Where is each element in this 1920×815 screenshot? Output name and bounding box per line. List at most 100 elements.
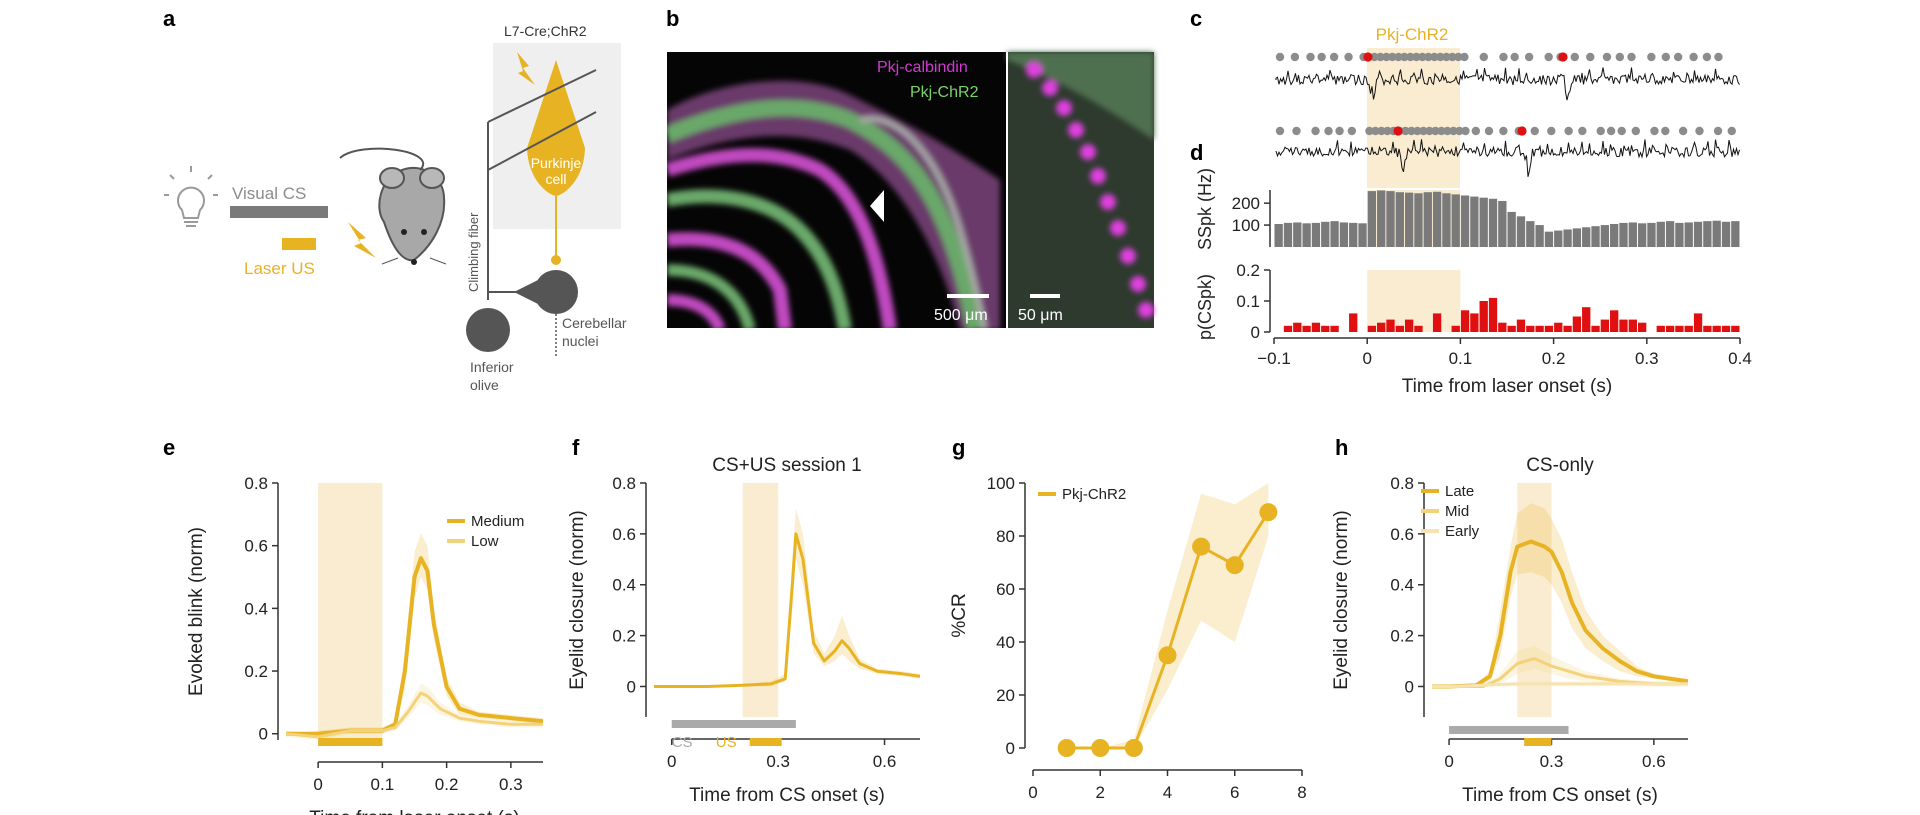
purkinje-terminal — [551, 255, 561, 265]
spike-dot — [1570, 52, 1579, 62]
chart-e: 0 0.2 0.4 0.6 0.8 0 0.1 0.2 0.3 Time from laser o… — [186, 474, 544, 815]
histogram-bar — [1600, 319, 1610, 332]
complex-spike-dot — [1393, 126, 1403, 136]
y-axis-title: Eyelid closure (norm) — [1331, 510, 1352, 690]
mouse-icon — [339, 147, 447, 265]
panel-letter-b: b — [666, 6, 679, 31]
panel-letter-d: d — [1190, 140, 1203, 165]
spike-dot — [1329, 52, 1339, 62]
histogram-bar — [1460, 310, 1470, 332]
histogram-bar — [1367, 191, 1377, 247]
x-tick-label: 0.6 — [873, 752, 897, 771]
histogram-bar — [1367, 325, 1377, 332]
histogram-bar — [1526, 325, 1535, 332]
stimulus-window-shade — [318, 483, 383, 740]
d-ylabel-top: SSpk (Hz) — [1195, 168, 1215, 250]
histogram-bar — [1731, 325, 1740, 332]
histogram-bar — [1684, 222, 1693, 247]
legend-label: Medium — [471, 513, 524, 530]
histogram-bar — [1731, 221, 1740, 247]
scale-bar-right — [1030, 294, 1060, 298]
histogram-bar — [1377, 322, 1386, 332]
histogram-bar — [1619, 222, 1628, 247]
x-tick-label: 0.6 — [1642, 752, 1666, 771]
histogram-bar — [1656, 221, 1665, 247]
spike-dot — [1586, 52, 1595, 62]
spike-dot — [1544, 52, 1553, 62]
spike-dot — [1443, 126, 1452, 136]
histogram-bar — [1703, 325, 1712, 332]
y-tick-label: 0.8 — [244, 474, 268, 493]
histogram-bar — [1460, 195, 1470, 247]
spike-dot — [1499, 52, 1508, 62]
panel-letter-g: g — [952, 435, 965, 460]
histogram-bar — [1675, 325, 1684, 332]
histogram-bar — [1703, 221, 1712, 247]
raster-row-1 — [1275, 52, 1723, 62]
spike-dot — [1484, 126, 1494, 136]
genotype-label: L7-Cre;ChR2 — [504, 23, 587, 39]
spike-dot — [1394, 52, 1403, 62]
histogram-bar — [1470, 313, 1479, 332]
x-tick-label: 0 — [667, 752, 676, 771]
histogram-bar — [1442, 193, 1451, 247]
spike-dot — [1530, 126, 1539, 136]
histogram-bar — [1293, 322, 1302, 332]
panel-letter-a: a — [163, 6, 176, 31]
histogram-bar — [1321, 221, 1330, 247]
cerebellar-nuclei-cell — [534, 270, 578, 314]
histogram-bar — [1563, 325, 1572, 332]
spike-dot — [1419, 126, 1428, 136]
spike-dot — [1471, 126, 1481, 136]
synapse-triangle — [514, 280, 538, 304]
histogram-bar — [1637, 322, 1647, 332]
scale-bar-left — [947, 294, 989, 298]
histogram-bar — [1572, 316, 1582, 332]
spike-dot — [1347, 126, 1357, 136]
spike-dot — [1727, 126, 1736, 136]
x-tick-label: 0.3 — [1540, 752, 1564, 771]
legend-label: Late — [1445, 483, 1474, 500]
spike-dot — [1449, 126, 1458, 136]
x-tick-label: 0.4 — [1728, 349, 1752, 368]
complex-spike-dot — [1558, 52, 1568, 62]
spike-dot — [1407, 126, 1416, 136]
inferior-olive-label-line2: olive — [470, 377, 499, 393]
complex-spike-dot — [1363, 52, 1373, 62]
data-point — [1259, 503, 1278, 522]
spike-dot — [1615, 52, 1624, 62]
chart-f: 0 0.2 0.4 0.6 0.8 0 0.3 0.6 Time from CS onset (… — [567, 455, 921, 806]
spike-dot — [1617, 126, 1626, 136]
data-point — [1192, 537, 1211, 556]
histogram-bar — [1591, 226, 1600, 247]
series-line-low — [285, 691, 543, 739]
histogram-bar — [1591, 325, 1600, 332]
voltage-trace-1 — [1275, 67, 1740, 101]
histogram-bar — [1516, 216, 1526, 247]
cerebellar-folia — [667, 80, 1000, 328]
x-axis-title: Time from laser onset (s) — [1402, 376, 1612, 397]
histogram-bar — [1693, 313, 1703, 332]
chart-d-bottom: 0 0.1 0.2 −0.1 0 0.1 0.2 0.3 0.4 Time from laser … — [1236, 261, 1751, 397]
spike-dot — [1437, 126, 1446, 136]
voltage-trace-2 — [1275, 139, 1740, 177]
histogram-bar — [1432, 313, 1442, 332]
complex-spike-dot — [1517, 126, 1527, 136]
histogram-bar — [1656, 325, 1665, 332]
histogram-bar — [1563, 229, 1572, 247]
x-tick-label: 4 — [1163, 783, 1172, 802]
spike-dot — [1290, 52, 1300, 62]
histogram-bar — [1675, 222, 1684, 247]
x-tick-label: 2 — [1096, 783, 1105, 802]
x-tick-label: 0.1 — [371, 775, 395, 794]
histogram-bar — [1535, 225, 1544, 247]
histogram-bar — [1330, 325, 1339, 332]
spike-dot — [1413, 126, 1422, 136]
histogram-bar — [1554, 230, 1563, 247]
histogram-bar — [1283, 222, 1293, 247]
x-tick-label: 8 — [1297, 783, 1306, 802]
spike-dot — [1292, 126, 1301, 136]
spike-dot — [1448, 52, 1457, 62]
x-tick-label: 6 — [1230, 783, 1239, 802]
histogram-bar — [1349, 313, 1358, 332]
